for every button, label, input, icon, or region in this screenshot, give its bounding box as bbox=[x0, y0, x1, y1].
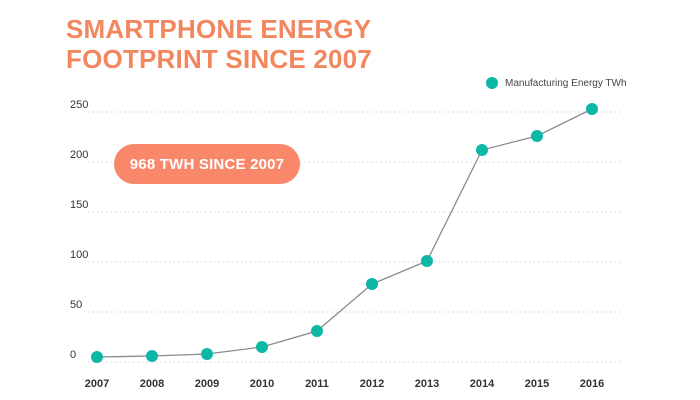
data-point-2016 bbox=[586, 103, 598, 115]
series-line bbox=[96, 108, 593, 358]
y-tick-label-200: 200 bbox=[70, 149, 88, 161]
x-tick-label-2007: 2007 bbox=[85, 378, 109, 390]
chart-title-line-1: SMARTPHONE ENERGY bbox=[66, 14, 372, 44]
total-energy-badge: 968 TWH SINCE 2007 bbox=[114, 144, 300, 184]
data-point-2008 bbox=[146, 350, 158, 362]
data-point-2011 bbox=[311, 325, 323, 337]
x-tick-label-2016: 2016 bbox=[580, 378, 604, 390]
x-tick-label-2013: 2013 bbox=[415, 378, 439, 390]
x-tick-label-2011: 2011 bbox=[305, 378, 329, 390]
legend-marker-icon bbox=[486, 77, 498, 89]
y-tick-label-250: 250 bbox=[70, 99, 88, 111]
data-point-2010 bbox=[256, 341, 268, 353]
y-tick-label-0: 0 bbox=[70, 349, 76, 361]
x-tick-label-2008: 2008 bbox=[140, 378, 164, 390]
chart-legend: Manufacturing Energy TWh bbox=[486, 77, 627, 89]
x-tick-label-2009: 2009 bbox=[195, 378, 219, 390]
data-point-2009 bbox=[201, 348, 213, 360]
data-point-2015 bbox=[531, 130, 543, 142]
data-point-2014 bbox=[476, 144, 488, 156]
x-tick-label-2015: 2015 bbox=[525, 378, 549, 390]
x-tick-label-2014: 2014 bbox=[470, 378, 495, 390]
y-tick-label-150: 150 bbox=[70, 199, 88, 211]
y-tick-label-100: 100 bbox=[70, 249, 88, 261]
y-tick-label-50: 50 bbox=[70, 299, 82, 311]
legend-label: Manufacturing Energy TWh bbox=[505, 77, 627, 89]
data-point-2012 bbox=[366, 278, 378, 290]
data-point-2007 bbox=[91, 351, 103, 363]
x-tick-label-2012: 2012 bbox=[360, 378, 384, 390]
chart-title: SMARTPHONE ENERGY FOOTPRINT SINCE 2007 bbox=[66, 14, 372, 74]
chart-title-line-2: FOOTPRINT SINCE 2007 bbox=[66, 44, 372, 74]
x-tick-label-2010: 2010 bbox=[250, 378, 274, 390]
data-point-2013 bbox=[421, 255, 433, 267]
